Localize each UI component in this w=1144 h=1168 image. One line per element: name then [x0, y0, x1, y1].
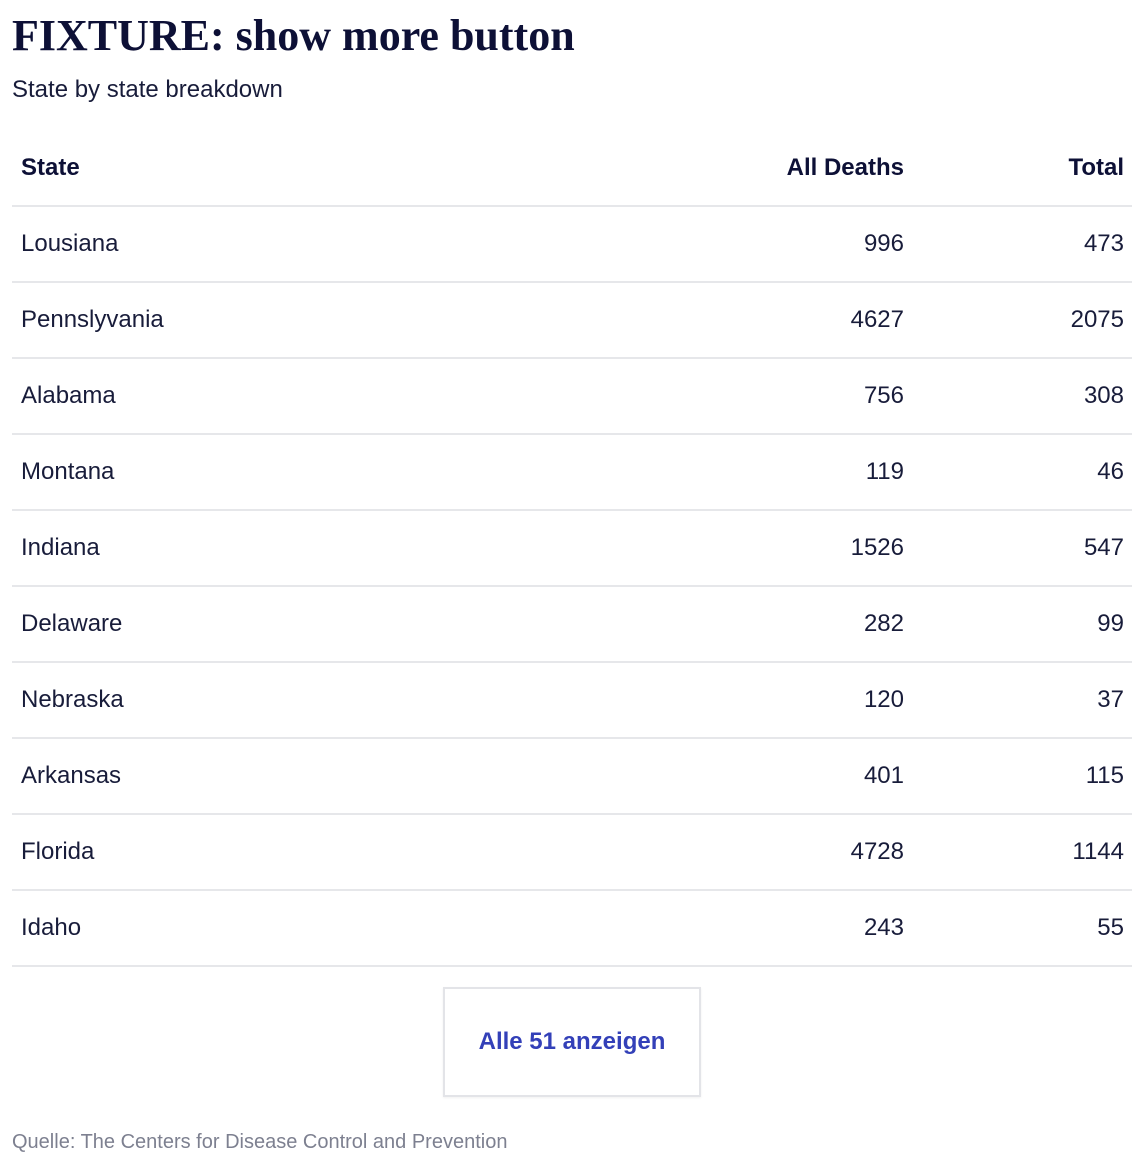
- table-row: Arkansas 401 115: [12, 738, 1132, 815]
- table-header-row: State All Deaths Total: [12, 130, 1132, 207]
- column-header-total[interactable]: Total: [912, 130, 1132, 207]
- cell-state: Montana: [12, 434, 712, 511]
- show-more-label: Alle 51 anzeigen: [478, 1028, 666, 1055]
- table-row: Lousiana 996 473: [12, 206, 1132, 283]
- cell-total: 473: [912, 206, 1132, 283]
- column-header-state[interactable]: State: [12, 130, 712, 207]
- table-row: Indiana 1526 547: [12, 510, 1132, 587]
- cell-all-deaths: 120: [712, 662, 912, 739]
- cell-total: 1144: [912, 814, 1132, 891]
- cell-state: Indiana: [12, 510, 712, 587]
- chart-title: FIXTURE: show more button: [12, 11, 575, 60]
- column-header-all-deaths[interactable]: All Deaths: [712, 130, 912, 207]
- cell-state: Nebraska: [12, 662, 712, 739]
- chart-subtitle: State by state breakdown: [12, 76, 283, 103]
- cell-state: Florida: [12, 814, 712, 891]
- cell-all-deaths: 996: [712, 206, 912, 283]
- cell-all-deaths: 119: [712, 434, 912, 511]
- cell-total: 37: [912, 662, 1132, 739]
- cell-total: 46: [912, 434, 1132, 511]
- table-row: Alabama 756 308: [12, 358, 1132, 435]
- cell-state: Pennslyvania: [12, 282, 712, 359]
- cell-state: Delaware: [12, 586, 712, 663]
- cell-all-deaths: 401: [712, 738, 912, 815]
- cell-all-deaths: 243: [712, 890, 912, 967]
- cell-all-deaths: 4627: [712, 282, 912, 359]
- cell-all-deaths: 1526: [712, 510, 912, 587]
- cell-state: Idaho: [12, 890, 712, 967]
- cell-state: Alabama: [12, 358, 712, 435]
- table-row: Nebraska 120 37: [12, 662, 1132, 739]
- table-body: Lousiana 996 473 Pennslyvania 4627 2075 …: [12, 206, 1132, 967]
- cell-state: Arkansas: [12, 738, 712, 815]
- show-more-button[interactable]: Alle 51 anzeigen: [443, 987, 701, 1097]
- cell-total: 99: [912, 586, 1132, 663]
- table-row: Idaho 243 55: [12, 890, 1132, 967]
- source-note: Quelle: The Centers for Disease Control …: [12, 1131, 508, 1153]
- table-row: Delaware 282 99: [12, 586, 1132, 663]
- cell-total: 547: [912, 510, 1132, 587]
- table-row: Montana 119 46: [12, 434, 1132, 511]
- cell-total: 115: [912, 738, 1132, 815]
- cell-total: 55: [912, 890, 1132, 967]
- cell-state: Lousiana: [12, 206, 712, 283]
- state-breakdown-table: State All Deaths Total Lousiana 996 473 …: [12, 130, 1132, 967]
- cell-all-deaths: 282: [712, 586, 912, 663]
- table-header: State All Deaths Total: [12, 130, 1132, 207]
- cell-total: 308: [912, 358, 1132, 435]
- table-row: Florida 4728 1144: [12, 814, 1132, 891]
- cell-all-deaths: 756: [712, 358, 912, 435]
- cell-all-deaths: 4728: [712, 814, 912, 891]
- table-row: Pennslyvania 4627 2075: [12, 282, 1132, 359]
- cell-total: 2075: [912, 282, 1132, 359]
